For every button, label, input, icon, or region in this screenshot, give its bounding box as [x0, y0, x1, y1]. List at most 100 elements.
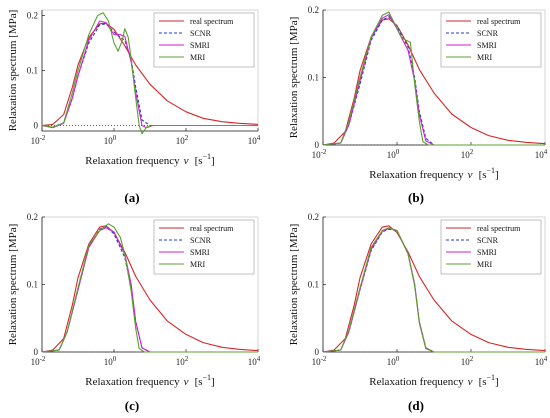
x-tick-exponent: -2 [321, 355, 327, 363]
x-axis-label-unit: [s [479, 376, 487, 388]
panel-label-text: (c) [125, 398, 139, 413]
panel-label: (d) [408, 398, 424, 413]
x-tick-exponent: 4 [544, 148, 548, 156]
x-tick-base: 10 [248, 136, 258, 146]
y-tick-label: 0.2 [308, 212, 319, 222]
x-axis-label-text: Relaxation frequency [369, 169, 464, 181]
series-line-real-spectrum [41, 22, 259, 127]
legend-entry: real spectrum [190, 224, 234, 233]
y-tick-label: 0 [315, 347, 320, 357]
legend: real spectrum SCNR SMRI MRI [440, 219, 542, 275]
x-tick-label: 104 [535, 148, 548, 160]
y-tick-label: 0.1 [308, 280, 319, 290]
x-axis-label-unit-exponent: −1 [487, 373, 496, 382]
x-tick-base: 10 [104, 136, 114, 146]
x-tick-label: 10-2 [31, 355, 46, 367]
x-tick-label: 102 [461, 355, 474, 367]
x-axis-label-unit-close: ] [495, 376, 499, 388]
x-tick-exponent: -2 [321, 148, 327, 156]
y-tick-label: 0 [34, 121, 39, 131]
legend-entry: SCNR [477, 29, 499, 38]
x-tick-exponent: 4 [257, 355, 261, 363]
y-tick-label: 0.2 [308, 5, 319, 15]
x-tick-label: 100 [387, 148, 400, 160]
x-tick-label: 104 [248, 355, 261, 367]
y-axis-label: Relaxation spectrum [MPa] [288, 224, 300, 346]
x-axis-label-text: Relaxation frequency [85, 376, 180, 388]
y-tick-label: 0.2 [27, 11, 38, 21]
legend-entry: real spectrum [190, 17, 234, 26]
x-tick-base: 10 [248, 357, 258, 367]
legend-entry: SCNR [190, 236, 212, 245]
x-axis-label-unit-close: ] [495, 169, 499, 181]
x-tick-exponent: 4 [544, 355, 548, 363]
x-tick-label: 104 [535, 355, 548, 367]
x-tick-exponent: -2 [40, 134, 46, 142]
x-tick-exponent: 2 [185, 134, 189, 142]
x-axis-label: Relaxation frequency v [s−1] [369, 373, 498, 388]
x-tick-base: 10 [387, 150, 397, 160]
panel-label: (c) [125, 398, 139, 413]
series-line-mri [322, 227, 545, 353]
legend-entry: SMRI [190, 41, 210, 50]
x-tick-base: 10 [31, 357, 41, 367]
x-axis-label-unit-close: ] [211, 155, 215, 167]
y-tick-label: 0.1 [27, 280, 38, 290]
legend-entry: MRI [477, 260, 492, 269]
x-tick-label: 100 [104, 134, 117, 146]
x-tick-base: 10 [461, 150, 471, 160]
y-axis-label: Relaxation spectrum [MPa] [288, 17, 300, 139]
x-tick-exponent: 2 [470, 148, 474, 156]
x-tick-base: 10 [535, 150, 545, 160]
x-tick-exponent: 4 [257, 134, 261, 142]
x-tick-label: 10-2 [31, 134, 46, 146]
x-axis-label-unit-exponent: −1 [203, 152, 212, 161]
x-axis-label: Relaxation frequency v [s−1] [85, 373, 214, 388]
x-axis-label-variable: v [184, 155, 189, 167]
x-axis-label-variable: v [184, 376, 189, 388]
x-axis-label-unit: [s [479, 169, 487, 181]
y-tick-label: 0 [34, 347, 39, 357]
legend-box [153, 219, 255, 275]
x-tick-base: 10 [535, 357, 545, 367]
series-line-real-spectrum [322, 18, 546, 146]
panel-label-text: (d) [408, 398, 424, 413]
x-tick-label: 102 [176, 355, 189, 367]
panel-label: (a) [124, 190, 139, 205]
x-tick-exponent: 2 [470, 355, 474, 363]
x-tick-exponent: -2 [40, 355, 46, 363]
x-tick-exponent: 0 [396, 148, 400, 156]
legend-entry: SCNR [190, 29, 212, 38]
x-axis-label-unit-exponent: −1 [203, 373, 212, 382]
x-axis-label-text: Relaxation frequency [85, 155, 180, 167]
x-tick-base: 10 [312, 150, 322, 160]
legend-entry: real spectrum [477, 17, 521, 26]
legend-box [153, 12, 255, 68]
x-axis-label-unit: [s [195, 155, 203, 167]
x-tick-base: 10 [104, 357, 114, 367]
legend-box [440, 12, 542, 68]
x-tick-base: 10 [461, 357, 471, 367]
x-tick-label: 10-2 [312, 148, 327, 160]
y-axis-label: Relaxation spectrum [MPa] [7, 10, 19, 132]
y-axis-label: Relaxation spectrum [MPa] [7, 224, 19, 346]
legend-entry: MRI [477, 53, 492, 62]
x-axis-label-variable: v [468, 169, 473, 181]
legend-entry: SCNR [477, 236, 499, 245]
x-tick-exponent: 2 [185, 355, 189, 363]
legend-entry: SMRI [477, 248, 497, 257]
legend-entry: real spectrum [477, 224, 521, 233]
x-tick-base: 10 [176, 136, 186, 146]
y-tick-label: 0.2 [27, 212, 38, 222]
x-axis-label-variable: v [468, 376, 473, 388]
y-tick-label: 0 [315, 140, 320, 150]
x-axis-label-unit-exponent: −1 [487, 166, 496, 175]
x-tick-base: 10 [312, 357, 322, 367]
legend: real spectrum SCNR SMRI MRI [440, 12, 542, 68]
legend: real spectrum SCNR SMRI MRI [153, 219, 255, 275]
x-tick-exponent: 0 [396, 355, 400, 363]
